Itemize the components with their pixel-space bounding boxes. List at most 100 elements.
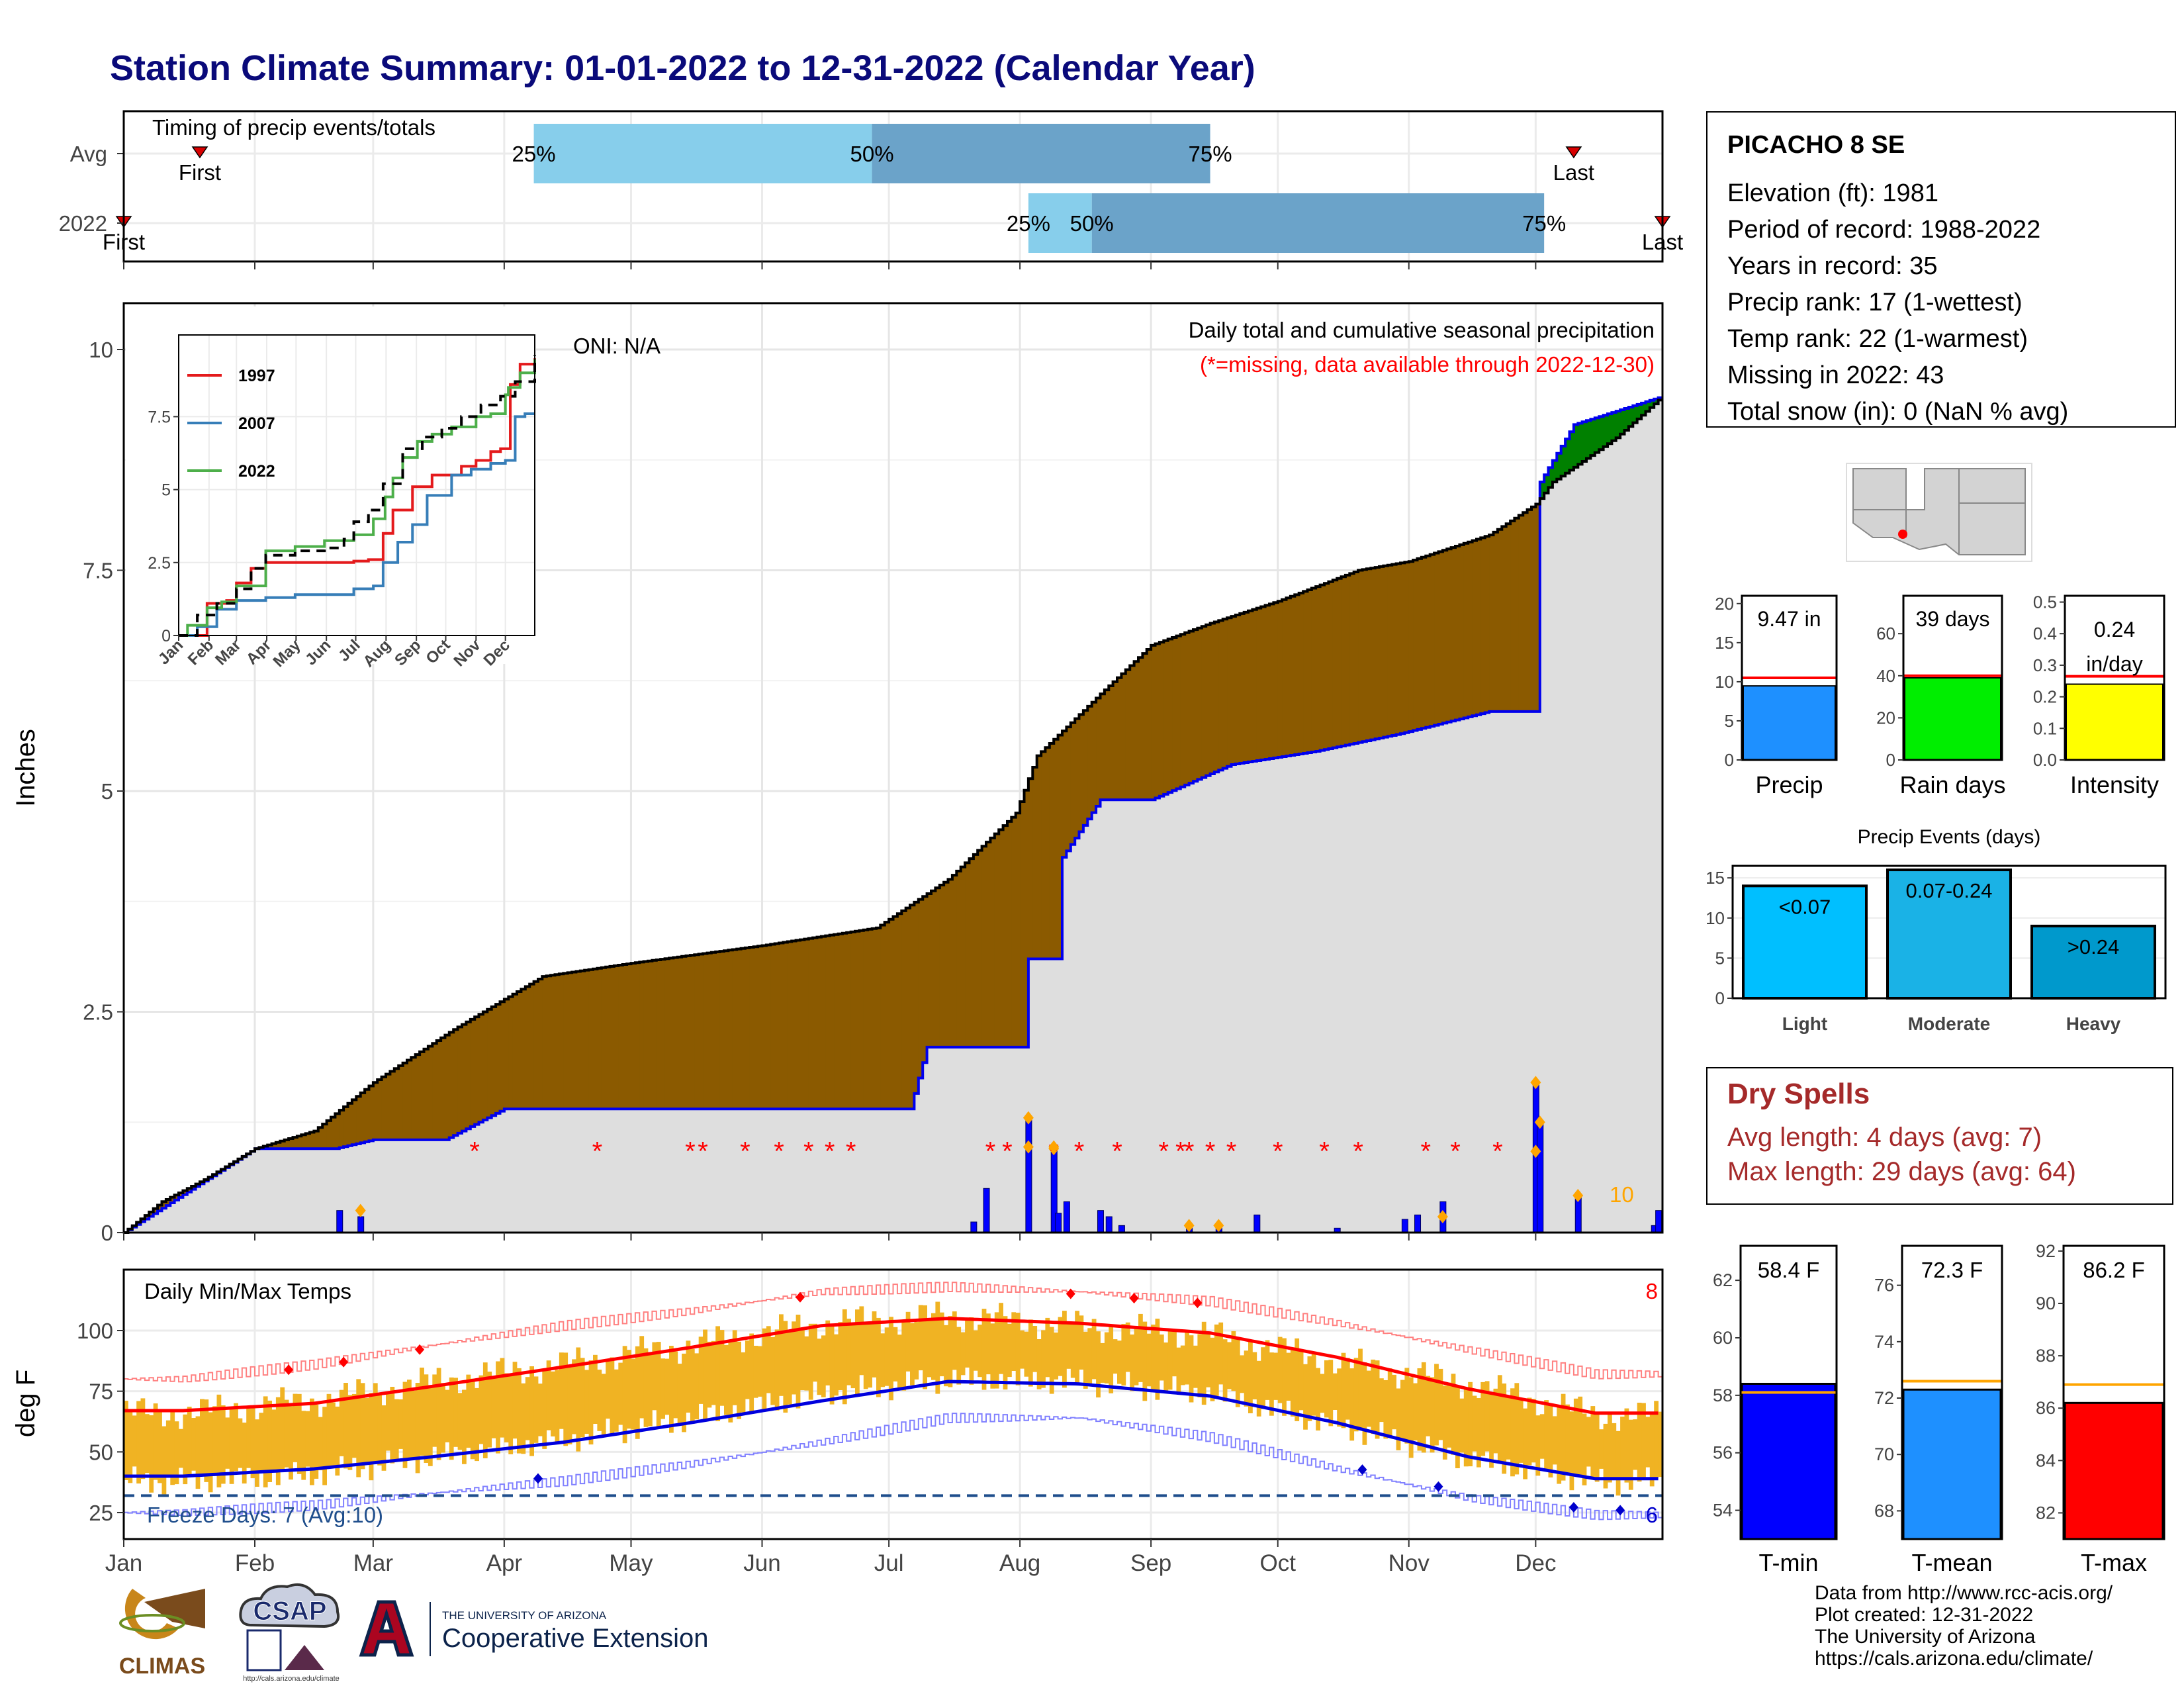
temp-y-tick-label: 60 [1713,1328,1733,1348]
daily-temp-bar [1328,1360,1334,1427]
above-avg-fill [149,1211,154,1217]
daily-temp-bar [1463,1387,1469,1467]
daily-temp-bar [559,1352,564,1429]
above-avg-fill [923,896,928,1063]
above-avg-fill [339,1110,344,1148]
above-avg-fill [1172,637,1177,791]
daily-temp-bar [179,1429,183,1468]
daily-temp-bar [386,1393,390,1451]
above-avg-fill [475,1017,480,1125]
above-avg-fill [745,947,750,1109]
above-avg-fill [1189,631,1194,784]
daily-temp-bar [1489,1393,1494,1468]
month-label: Mar [353,1550,394,1576]
extreme-precip-marker [1534,1115,1545,1129]
inset-y-tick-label: 7.5 [148,408,171,426]
above-avg-fill [703,953,708,1109]
above-avg-fill [813,937,818,1109]
events-title: Precip Events (days) [1858,826,2041,848]
above-avg-fill [1231,616,1236,765]
above-avg-fill [310,1132,314,1149]
daily-temp-bar [660,1358,665,1419]
above-avg-fill [1400,563,1405,734]
month-label: Feb [235,1550,275,1576]
record-min-marker [1357,1464,1367,1476]
below-avg-fill [1608,414,1612,444]
daily-temp-bar [255,1419,259,1487]
daily-temp-bar [441,1383,445,1453]
daily-temp-bar [1286,1352,1291,1401]
daily-temp-bar [1362,1362,1367,1445]
daily-precip-bar [1105,1216,1113,1233]
daily-temp-bar [1091,1319,1097,1380]
daily-temp-bar [1421,1362,1426,1453]
daily-temp-bar [956,1327,962,1385]
above-avg-fill [567,972,572,1109]
daily-temp-bar [432,1374,437,1447]
above-avg-fill [1480,538,1486,714]
daily-temp-bar [1070,1325,1075,1378]
daily-temp-bar [1383,1380,1388,1439]
daily-temp-bar [1261,1347,1265,1409]
above-avg-fill [284,1139,289,1149]
above-avg-fill [1176,635,1181,789]
above-avg-fill [994,833,999,1047]
above-avg-fill [825,935,831,1109]
above-avg-fill [478,1014,484,1123]
above-avg-fill [179,1193,183,1197]
daily-temp-bar [407,1380,412,1458]
above-avg-fill [770,944,776,1109]
above-avg-fill [449,1032,454,1138]
daily-temp-bar [411,1390,416,1458]
month-label: Aug [999,1550,1040,1576]
daily-temp-bar [424,1374,429,1463]
above-avg-fill [1358,570,1363,743]
below-avg-fill [1569,432,1574,471]
daily-precip-bar [970,1221,978,1233]
main-frame [122,302,1664,1234]
daily-temp-bar [436,1368,441,1460]
below-avg-fill [1557,453,1562,479]
above-avg-fill [533,981,539,1109]
above-avg-fill [1240,613,1245,763]
daily-temp-bar [1277,1336,1283,1403]
summary-bar-name: Rain days [1899,771,2005,798]
daily-temp-bar [669,1346,674,1433]
above-avg-fill [356,1096,361,1144]
summary-y-tick-label: 0 [1725,750,1734,770]
daily-temp-bar [1586,1417,1591,1467]
above-avg-fill [1159,642,1164,796]
above-avg-fill [969,859,974,1047]
daily-temp-bar [1349,1368,1355,1441]
above-avg-fill [834,934,839,1109]
missing-data-marker: * [698,1137,708,1166]
daily-temp-bar [1104,1332,1109,1383]
above-avg-fill [1206,624,1211,776]
temp-y-tick-label: 70 [1874,1444,1894,1464]
record-min-marker [1569,1502,1578,1513]
daily-temp-bar [610,1357,615,1436]
daily-temp-bar [859,1306,864,1376]
daily-temp-bar [1020,1330,1024,1369]
daily-temp-bar [965,1318,970,1368]
summary-y-tick-label: 0.2 [2033,687,2057,707]
precip-record-marker [1023,1140,1034,1154]
daily-temp-bar [153,1403,158,1480]
inset-series-line [179,359,536,637]
daily-temp-bar [563,1352,569,1446]
ua-logo: THE UNIVERSITY OF ARIZONA Cooperative Ex… [359,1600,708,1657]
daily-precip-bar [1063,1201,1070,1233]
daily-temp-bar [1523,1408,1527,1479]
above-avg-fill [855,931,860,1109]
above-avg-fill [1286,598,1291,756]
above-avg-fill [652,960,657,1109]
above-avg-fill [1167,639,1173,793]
extreme-precip-marker [1023,1111,1034,1125]
above-avg-fill [584,970,590,1109]
above-avg-fill [1408,561,1414,732]
daily-temp-bar [741,1352,746,1413]
above-avg-fill [779,943,784,1109]
daily-temp-bar [538,1383,543,1436]
daily-temp-bar [1240,1355,1245,1393]
